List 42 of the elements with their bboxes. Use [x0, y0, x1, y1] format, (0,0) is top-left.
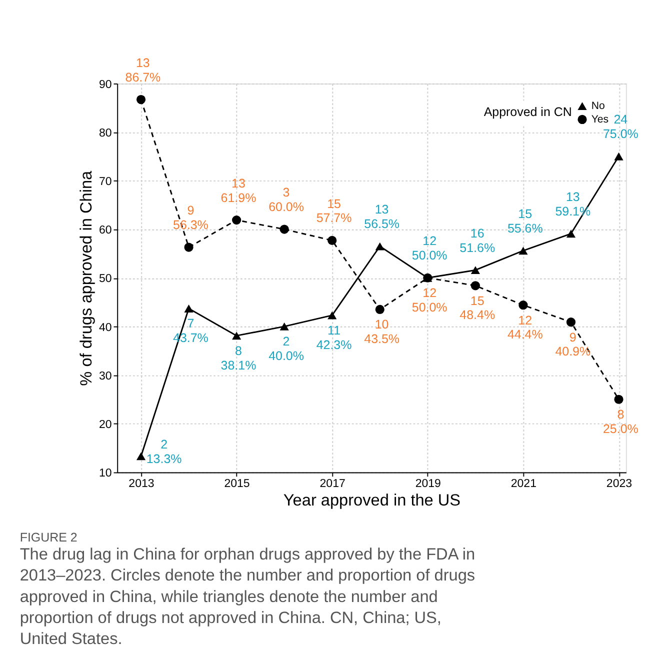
data-label: 15 48.4% [460, 294, 496, 322]
data-label: 13 86.7% [125, 56, 161, 84]
data-label: 11 42.3% [316, 324, 352, 352]
y-tick-label: 90 [99, 78, 112, 91]
x-tick-label: 2021 [510, 478, 536, 490]
data-label: 8 38.1% [220, 344, 256, 372]
x-axis-title: Year approved in the US [283, 491, 461, 510]
data-label: 2 13.3% [146, 438, 182, 466]
y-tick-label: 70 [99, 176, 112, 188]
legend-label: Yes [591, 113, 609, 126]
text: FIGURE 2 [20, 530, 78, 544]
data-label: 12 50.0% [412, 234, 448, 263]
data-label: 12 44.4% [507, 313, 543, 342]
data-label: 16 51.6% [460, 226, 496, 255]
x-tick-label: 2019 [415, 478, 441, 490]
data-label: 10 43.5% [364, 318, 400, 346]
x-tick-label: 2017 [320, 478, 346, 490]
y-tick-label: 20 [99, 419, 112, 431]
legend-title: Approved in CN [484, 105, 572, 120]
y-tick-label: 10 [99, 468, 112, 480]
y-axis-title: % of drugs approved in China [77, 170, 96, 386]
data-label: 15 55.6% [507, 207, 543, 236]
data-label: 8 25.0% [602, 408, 638, 436]
data-label: 2 40.0% [268, 334, 304, 364]
y-tick-label: 30 [99, 370, 112, 382]
legend-label: No [591, 100, 605, 112]
data-label: 12 50.0% [412, 286, 448, 314]
data-label: 3 60.0% [268, 186, 304, 214]
y-tick-label: 40 [99, 322, 112, 334]
data-label: 15 57.7% [316, 196, 352, 226]
y-tick-label: 80 [99, 127, 112, 140]
y-tick-label: 60 [99, 224, 112, 237]
x-tick-label: 2013 [128, 478, 154, 490]
data-label: 13 56.5% [364, 202, 400, 232]
point [614, 394, 624, 404]
text: The drug lag in China for orphan drugs approved by the FDA in 2013–2023. Circles denote the number and proportion of drugs approved in China, while triangles denote the number and proportion of drugs not approved in China. CN, China; US, United States. [20, 546, 476, 648]
data-label: 13 61.9% [220, 176, 256, 205]
data-label: 9 56.3% [173, 204, 208, 232]
x-tick-label: 2015 [224, 478, 250, 490]
x-tick-label: 2023 [606, 478, 632, 490]
y-tick-label: 50 [99, 273, 112, 286]
data-label: 9 40.9% [555, 330, 591, 359]
